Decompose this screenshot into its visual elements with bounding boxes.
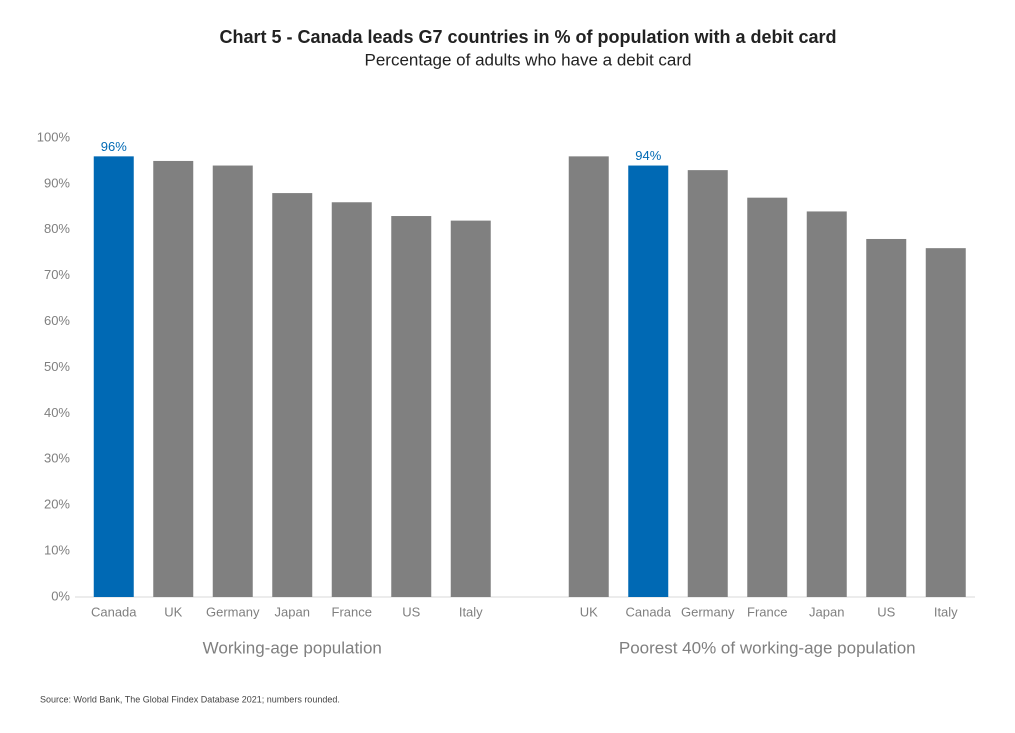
bar: [212, 165, 253, 598]
x-tick-label: Italy: [934, 604, 958, 619]
source-note: Source: World Bank, The Global Findex Da…: [40, 694, 340, 704]
bar: [925, 248, 966, 597]
bar: [331, 202, 372, 597]
bar: [93, 156, 134, 598]
value-label: 96%: [101, 139, 127, 154]
bar: [687, 170, 728, 597]
value-label: 94%: [635, 148, 661, 163]
bar: [628, 165, 669, 598]
y-tick-label: 50%: [44, 359, 70, 374]
x-tick-label: Germany: [681, 604, 735, 619]
x-tick-label: Italy: [459, 604, 483, 619]
y-tick-label: 30%: [44, 451, 70, 466]
x-tick-label: Japan: [809, 604, 844, 619]
y-tick-label: 10%: [44, 543, 70, 558]
y-tick-label: 40%: [44, 405, 70, 420]
bar: [806, 211, 847, 597]
x-tick-label: Canada: [91, 604, 137, 619]
y-tick-label: 100%: [37, 129, 71, 144]
chart-title: Chart 5 - Canada leads G7 countries in %…: [219, 27, 836, 47]
x-tick-label: US: [402, 604, 420, 619]
bar: [272, 193, 313, 597]
bar: [450, 220, 491, 597]
bar: [866, 238, 907, 598]
y-tick-label: 70%: [44, 267, 70, 282]
bar: [153, 160, 194, 597]
y-tick-label: 0%: [51, 588, 70, 603]
x-tick-label: Germany: [206, 604, 260, 619]
chart-subtitle: Percentage of adults who have a debit ca…: [365, 50, 692, 69]
y-tick-label: 20%: [44, 497, 70, 512]
bar: [747, 197, 788, 598]
x-tick-label: France: [332, 604, 372, 619]
x-tick-label: Canada: [625, 604, 671, 619]
y-tick-label: 60%: [44, 313, 70, 328]
x-tick-label: UK: [164, 604, 182, 619]
group-label: Working-age population: [203, 638, 382, 657]
y-tick-label: 90%: [44, 175, 70, 190]
group-label: Poorest 40% of working-age population: [619, 638, 916, 657]
x-tick-label: Japan: [275, 604, 310, 619]
bar: [568, 156, 609, 598]
bar: [391, 216, 432, 597]
x-tick-label: France: [747, 604, 787, 619]
x-tick-label: UK: [580, 604, 598, 619]
y-tick-label: 80%: [44, 221, 70, 236]
x-tick-label: US: [877, 604, 895, 619]
